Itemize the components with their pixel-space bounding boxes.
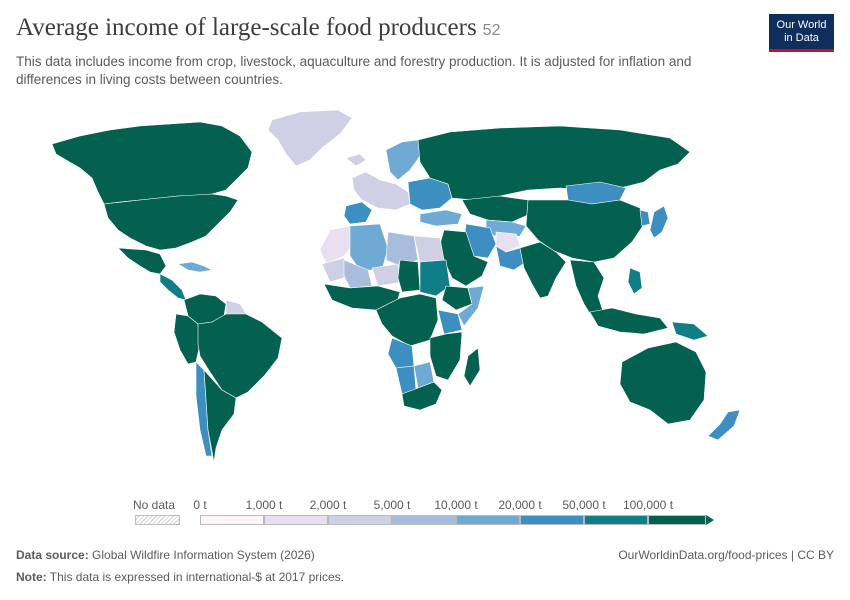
legend-bin-swatch[interactable] (648, 515, 706, 525)
legend-tick-label: 5,000 t (373, 498, 411, 512)
region-chad[interactable] (397, 259, 421, 293)
region-china[interactable] (525, 199, 645, 263)
region-somalia[interactable] (457, 285, 485, 327)
region-mexico[interactable] (117, 247, 167, 275)
region-brazil[interactable] (197, 313, 283, 399)
region-south-africa[interactable] (401, 381, 443, 411)
region-argentina[interactable] (203, 369, 237, 463)
legend-bin-swatch[interactable] (392, 515, 456, 525)
title-text: Average income of large-scale food produ… (16, 14, 477, 41)
legend-tick-label: 50,000 t (562, 498, 606, 512)
legend-tick-label: 2,000 t (309, 498, 347, 512)
region-iberia[interactable] (343, 201, 373, 225)
region-sudan[interactable] (419, 259, 451, 297)
legend-tick-label: 100,000 t (622, 498, 674, 512)
region-papua-new-guinea[interactable] (671, 321, 709, 341)
region-australia[interactable] (619, 341, 707, 425)
legend-tick-label: 10,000 t (434, 498, 478, 512)
region-japan[interactable] (649, 205, 669, 239)
legend-tick-label: 1,000 t (245, 498, 283, 512)
region-kenya[interactable] (437, 309, 463, 335)
note-text: This data is expressed in international-… (49, 570, 344, 584)
region-caribbean[interactable] (177, 261, 213, 273)
region-east-africa[interactable] (429, 331, 463, 381)
legend-tick-label: 20,000 t (498, 498, 542, 512)
region-turkey[interactable] (419, 209, 463, 227)
legend-bin-swatch[interactable] (328, 515, 392, 525)
region-central-america[interactable] (159, 273, 187, 301)
title-badge: 52 (482, 22, 501, 39)
region-scandinavia[interactable] (385, 139, 421, 181)
region-philippines[interactable] (627, 267, 643, 295)
legend-bin-swatch[interactable] (264, 515, 328, 525)
legend-tick-label: 0 t (193, 498, 207, 512)
legend-bin-swatch[interactable] (520, 515, 584, 525)
region-central-africa[interactable] (375, 293, 439, 347)
region-russia[interactable] (417, 125, 691, 201)
chart-title: Average income of large-scale food produ… (16, 14, 500, 42)
source-label: Data source: (16, 548, 89, 562)
region-new-zealand[interactable] (707, 409, 741, 441)
region-niger[interactable] (371, 263, 403, 287)
region-kazakhstan[interactable] (461, 195, 531, 223)
region-madagascar[interactable] (463, 347, 481, 387)
note-line: Note: This data is expressed in internat… (16, 570, 344, 584)
data-source-line: Data source: Global Wildfire Information… (16, 548, 315, 562)
legend-no-data-swatch (135, 515, 180, 525)
legend-bin-swatch[interactable] (456, 515, 520, 525)
source-text[interactable]: Global Wildfire Information System (2026… (92, 548, 315, 562)
world-map-svg (51, 109, 741, 463)
region-greenland[interactable] (267, 109, 353, 167)
region-algeria[interactable] (349, 223, 389, 271)
attribution[interactable]: OurWorldinData.org/food-prices | CC BY (618, 548, 834, 562)
region-india[interactable] (519, 241, 567, 299)
region-iceland[interactable] (345, 153, 367, 167)
owid-logo[interactable]: Our World in Data (769, 14, 834, 52)
note-label: Note: (16, 570, 47, 584)
region-egypt[interactable] (413, 235, 445, 263)
region-indonesia[interactable] (589, 307, 669, 335)
region-ethiopia[interactable] (441, 285, 473, 311)
region-united-states[interactable] (103, 193, 239, 251)
legend-bin-swatch[interactable] (584, 515, 648, 525)
chart-subtitle: This data includes income from crop, liv… (16, 54, 692, 87)
world-map (0, 100, 850, 495)
legend-open-end-arrow (706, 515, 714, 525)
legend-no-data-label: No data (133, 498, 176, 512)
logo-line1: Our World (776, 18, 827, 31)
logo-line2: in Data (784, 31, 819, 44)
map-legend: No data 0 t 1,000 t 2,000 t 5,000 t 10,000 t… (0, 498, 850, 534)
region-canada[interactable] (51, 121, 253, 205)
region-afghanistan[interactable] (495, 231, 521, 253)
region-korea[interactable] (639, 209, 651, 227)
legend-bin-swatch[interactable] (200, 515, 264, 525)
